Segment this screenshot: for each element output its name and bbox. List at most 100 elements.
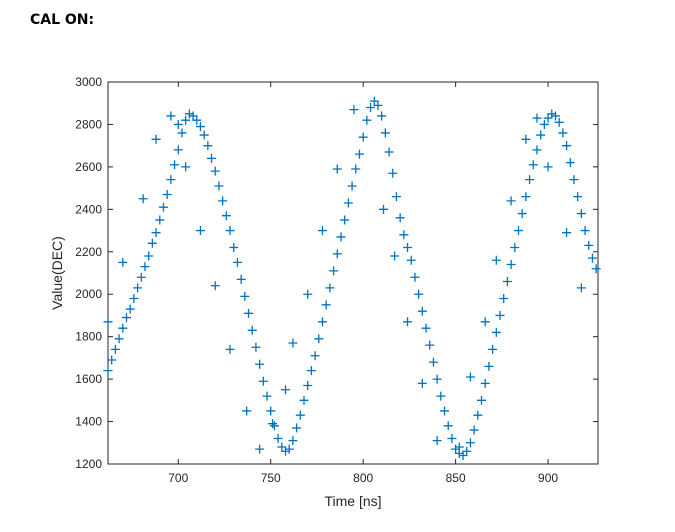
page-caption: CAL ON: <box>30 12 95 28</box>
data-point <box>173 119 183 129</box>
data-point <box>421 323 431 333</box>
data-point <box>310 351 320 361</box>
data-point <box>436 391 446 401</box>
data-point <box>203 141 213 151</box>
data-point <box>447 434 457 444</box>
data-point <box>166 111 176 121</box>
data-point <box>562 141 572 151</box>
data-point <box>536 130 546 140</box>
data-point <box>558 128 568 138</box>
data-point <box>562 228 572 238</box>
data-point <box>114 334 124 344</box>
data-point <box>288 338 298 348</box>
x-tick-label: 700 <box>168 471 188 485</box>
data-point <box>299 395 309 405</box>
data-point <box>484 361 494 371</box>
data-point <box>247 325 257 335</box>
data-point <box>210 166 220 176</box>
data-point <box>521 134 531 144</box>
data-point <box>517 209 527 219</box>
data-point <box>195 226 205 236</box>
data-point <box>351 164 361 174</box>
data-point <box>325 283 335 293</box>
data-point <box>506 260 516 270</box>
data-point <box>550 111 560 121</box>
x-tick-label: 850 <box>446 471 466 485</box>
data-point <box>184 109 194 119</box>
data-point <box>332 164 342 174</box>
y-tick-label: 1400 <box>75 415 102 429</box>
data-point <box>410 272 420 282</box>
data-point <box>349 105 359 115</box>
data-point <box>373 100 383 110</box>
data-point <box>477 395 487 405</box>
data-point <box>144 251 154 261</box>
data-point <box>358 132 368 142</box>
data-point <box>369 96 379 106</box>
data-point <box>506 196 516 206</box>
data-point <box>173 145 183 155</box>
data-point <box>499 293 509 303</box>
data-point <box>403 243 413 253</box>
data-point <box>591 264 601 274</box>
data-point <box>162 189 172 199</box>
data-point <box>221 211 231 221</box>
data-point <box>417 378 427 388</box>
data-point <box>306 366 316 376</box>
data-point <box>454 442 464 452</box>
x-tick-label: 750 <box>261 471 281 485</box>
data-point <box>214 181 224 191</box>
data-point <box>332 249 342 259</box>
data-point <box>576 209 586 219</box>
data-point <box>343 198 353 208</box>
data-point <box>266 406 276 416</box>
data-point <box>281 446 291 456</box>
data-point <box>547 109 557 119</box>
data-point <box>236 274 246 284</box>
data-point <box>281 385 291 395</box>
data-point <box>462 446 472 456</box>
data-point <box>340 215 350 225</box>
data-point <box>177 128 187 138</box>
data-point <box>118 323 128 333</box>
x-axis-label: Time [ns] <box>324 493 381 509</box>
data-point <box>269 421 279 431</box>
data-point <box>443 421 453 431</box>
data-point <box>140 262 150 272</box>
data-point <box>554 117 564 127</box>
data-point <box>480 378 490 388</box>
data-point <box>268 419 278 429</box>
data-point <box>129 293 139 303</box>
data-points <box>103 96 601 461</box>
data-point <box>218 196 228 206</box>
data-point <box>513 226 523 236</box>
data-point <box>465 372 475 382</box>
data-point <box>425 340 435 350</box>
data-point <box>244 308 254 318</box>
x-axis: 700 750 800 850 900 <box>168 82 558 485</box>
data-point <box>207 153 217 163</box>
data-point <box>151 134 161 144</box>
data-point <box>414 289 424 299</box>
data-point <box>125 304 135 314</box>
plot-area <box>107 81 599 465</box>
data-point <box>510 243 520 253</box>
data-point <box>417 306 427 316</box>
y-axis-label: Value(DEC) <box>49 236 65 310</box>
data-point <box>362 115 372 125</box>
data-point <box>384 147 394 157</box>
data-point <box>317 226 327 236</box>
data-point <box>240 291 250 301</box>
data-point <box>251 342 261 352</box>
data-point <box>576 283 586 293</box>
data-point <box>295 410 305 420</box>
data-point <box>584 240 594 250</box>
data-point <box>273 434 283 444</box>
data-point <box>521 192 531 202</box>
data-point <box>136 272 146 282</box>
x-tick-label: 900 <box>538 471 558 485</box>
data-point <box>569 175 579 185</box>
data-point <box>262 391 272 401</box>
data-point <box>158 202 168 212</box>
data-point <box>118 257 128 267</box>
